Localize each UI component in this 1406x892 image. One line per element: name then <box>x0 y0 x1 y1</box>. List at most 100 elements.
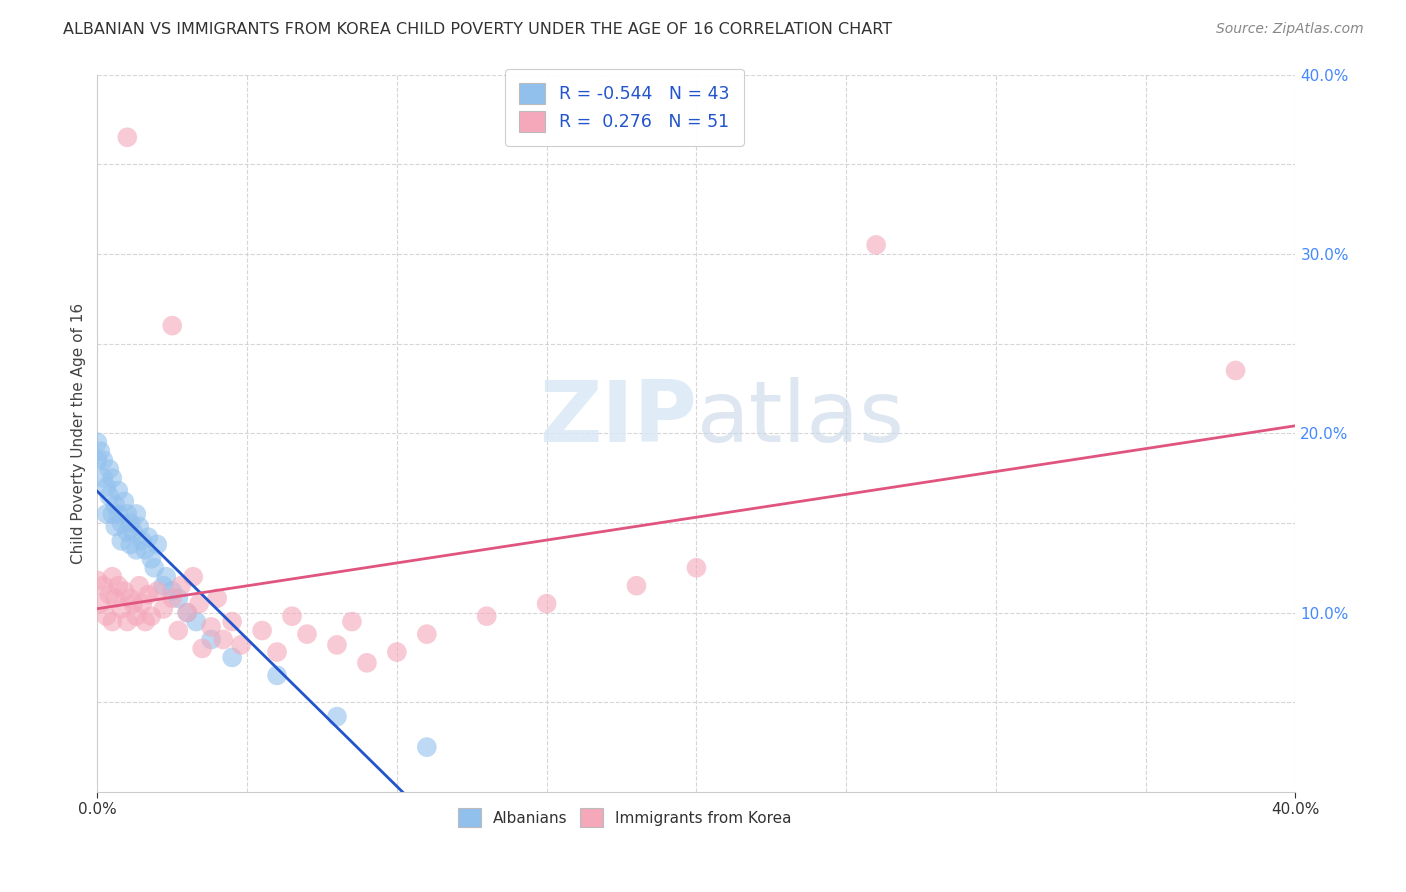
Point <box>86 435 108 450</box>
Point <box>96 507 118 521</box>
Point <box>86 453 108 467</box>
Point <box>117 507 139 521</box>
Point <box>143 561 166 575</box>
Point <box>200 620 222 634</box>
Point <box>104 498 127 512</box>
Point <box>221 650 243 665</box>
Point <box>104 591 127 606</box>
Point <box>416 740 439 755</box>
Legend: Albanians, Immigrants from Korea: Albanians, Immigrants from Korea <box>450 801 799 835</box>
Point <box>176 606 198 620</box>
Point <box>281 609 304 624</box>
Point <box>112 584 135 599</box>
Point <box>110 602 132 616</box>
Point <box>107 507 129 521</box>
Point <box>326 638 349 652</box>
Point <box>117 130 139 145</box>
Point <box>212 632 235 647</box>
Point <box>167 591 190 606</box>
Point <box>107 579 129 593</box>
Point <box>152 602 174 616</box>
Point <box>107 483 129 498</box>
Point <box>134 615 156 629</box>
Point <box>221 615 243 629</box>
Point <box>160 584 183 599</box>
Point <box>120 516 142 530</box>
Point <box>146 584 169 599</box>
Point <box>155 570 177 584</box>
Point <box>266 668 288 682</box>
Point <box>136 588 159 602</box>
Y-axis label: Child Poverty Under the Age of 16: Child Poverty Under the Age of 16 <box>72 302 86 564</box>
Point <box>160 591 183 606</box>
Point <box>110 533 132 548</box>
Point <box>626 579 648 593</box>
Point <box>167 624 190 638</box>
Point <box>96 480 118 494</box>
Point <box>295 627 318 641</box>
Point <box>1225 363 1247 377</box>
Point <box>117 615 139 629</box>
Text: ALBANIAN VS IMMIGRANTS FROM KOREA CHILD POVERTY UNDER THE AGE OF 16 CORRELATION : ALBANIAN VS IMMIGRANTS FROM KOREA CHILD … <box>63 22 893 37</box>
Text: ZIP: ZIP <box>538 377 696 460</box>
Point <box>186 615 208 629</box>
Point <box>101 615 124 629</box>
Point <box>188 597 211 611</box>
Point <box>86 574 108 588</box>
Point <box>89 597 111 611</box>
Point <box>141 551 163 566</box>
Point <box>93 453 115 467</box>
Point <box>93 579 115 593</box>
Point <box>125 507 148 521</box>
Point <box>122 597 145 611</box>
Point <box>326 709 349 723</box>
Point <box>685 561 707 575</box>
Point <box>101 507 124 521</box>
Point <box>125 542 148 557</box>
Point <box>101 570 124 584</box>
Point <box>200 632 222 647</box>
Text: atlas: atlas <box>696 377 904 460</box>
Point <box>356 656 378 670</box>
Point <box>160 318 183 333</box>
Point <box>152 579 174 593</box>
Point <box>146 537 169 551</box>
Point <box>475 609 498 624</box>
Point <box>416 627 439 641</box>
Point <box>191 641 214 656</box>
Point <box>120 537 142 551</box>
Point <box>98 489 121 503</box>
Point <box>250 624 273 638</box>
Point <box>865 238 887 252</box>
Point <box>96 609 118 624</box>
Point <box>131 597 153 611</box>
Point <box>98 462 121 476</box>
Point <box>93 471 115 485</box>
Point <box>104 519 127 533</box>
Point <box>101 471 124 485</box>
Point <box>134 542 156 557</box>
Point <box>170 579 193 593</box>
Point <box>128 519 150 533</box>
Point <box>89 444 111 458</box>
Point <box>120 591 142 606</box>
Point <box>128 579 150 593</box>
Point <box>125 609 148 624</box>
Point <box>205 591 228 606</box>
Point <box>122 524 145 539</box>
Point <box>117 524 139 539</box>
Point <box>131 533 153 548</box>
Text: Source: ZipAtlas.com: Source: ZipAtlas.com <box>1216 22 1364 37</box>
Point <box>385 645 408 659</box>
Point <box>536 597 558 611</box>
Point <box>181 570 204 584</box>
Point <box>340 615 363 629</box>
Point <box>176 606 198 620</box>
Point <box>141 609 163 624</box>
Point <box>266 645 288 659</box>
Point <box>136 530 159 544</box>
Point <box>110 516 132 530</box>
Point <box>98 588 121 602</box>
Point <box>112 494 135 508</box>
Point <box>229 638 252 652</box>
